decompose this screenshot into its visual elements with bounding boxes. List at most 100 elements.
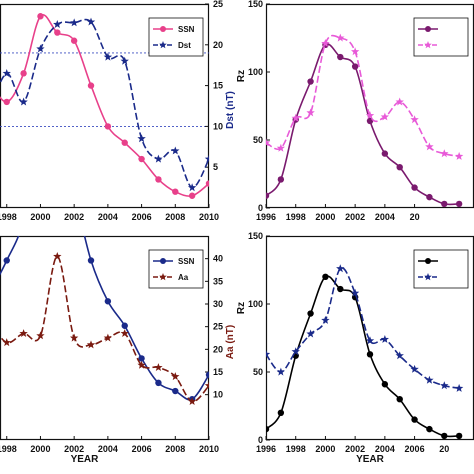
y-right-tick-label: 35 [213,276,223,286]
data-point [351,63,359,70]
y-right-tick-label: 15 [213,367,223,377]
data-point [120,56,129,65]
series-group [266,33,464,208]
data-point [336,264,345,273]
data-point [103,333,113,342]
data-point [103,52,113,61]
data-point [155,176,162,183]
data-point [37,127,43,133]
legend-marker [159,273,167,281]
data-point [172,188,179,195]
x-tick-label: 2000 [315,444,335,454]
plot-frame [0,3,210,209]
data-point [121,322,128,329]
legend-box [148,249,204,289]
x-tick-label: 2004 [98,444,118,454]
data-point [441,200,448,208]
y-axis-label: Rz [236,70,247,82]
data-point [204,381,209,390]
y-tick-label: 100 [248,299,263,309]
data-point [455,383,464,392]
x-tick-label: 2006 [132,212,152,222]
data-point [380,335,389,343]
data-point [87,257,95,264]
data-point [365,336,375,345]
data-point [71,192,77,198]
data-point [411,184,418,191]
x-tick-label: 2000 [30,212,50,222]
legend-marker [159,41,167,49]
data-point [70,18,79,27]
data-point [455,432,463,440]
data-point [337,285,344,293]
data-point [138,355,145,362]
legend-box [413,17,469,57]
x-tick-label: 1998 [0,444,17,454]
x-tick-label: 2000 [30,444,50,454]
x-tick-label: 1998 [286,212,306,222]
y-tick-label: 50 [253,135,263,145]
data-point [395,351,404,360]
data-point [36,44,45,53]
data-point [205,180,209,187]
legend-label: SSN [178,257,195,266]
data-point [276,143,285,152]
data-point [137,360,146,369]
y-tick-label: 0 [258,203,263,213]
x-tick-label: 2008 [165,212,185,222]
legend: SSN Dst [148,17,204,57]
data-point [3,98,10,106]
data-point [426,193,433,201]
data-point [307,78,314,85]
data-point [204,154,209,163]
series-group [0,127,209,405]
legend-box [148,17,204,57]
data-point [381,381,389,388]
data-point [2,338,11,347]
legend-marker [160,258,166,264]
data-point [455,200,463,208]
data-point [351,47,360,56]
x-tick-label: 1996 [256,212,276,222]
legend [413,17,469,57]
x-tick-label: 1998 [0,212,17,222]
legend-label: Dst [178,41,191,50]
data-point [87,82,95,89]
y-right-tick-label: 20 [213,40,223,50]
data-point [321,39,330,47]
data-point [425,375,434,384]
chart-panel-top-left: 1998 2000 2002 2004 2006 2008 2010 5 10 15 20 25 Dst… [0,0,236,222]
y-right-tick-label: 20 [213,344,223,354]
plot-frame [0,235,210,441]
data-point [440,149,449,158]
y-right-tick-label: 25 [213,322,223,332]
data-point [3,257,10,264]
data-point [54,151,60,157]
data-point [455,151,464,160]
data-point [138,155,145,163]
data-point [137,134,146,143]
data-point [188,397,197,405]
y-tick-label: 150 [248,0,263,9]
data-point [411,416,418,423]
data-point [70,333,79,342]
x-tick-label: 2010 [199,212,219,222]
x-tick-label: 20 [410,212,420,222]
y-right-tick-label: 30 [213,299,223,309]
data-point [336,33,345,42]
data-point [171,146,180,155]
data-point [54,29,61,36]
series-group [266,264,464,440]
legend-label: Aa [178,273,189,282]
data-point [172,387,179,395]
data-point [20,70,27,77]
legend-marker [160,26,166,32]
data-point [321,315,330,324]
data-point [53,20,62,28]
series-group [0,13,209,199]
data-point [395,97,404,106]
chart-panel-bottom-right: 1996 1998 2000 2002 2004 2006 20 0 50 100 150 Rz YEA… [236,231,474,465]
x-axis-label: YEAR [71,454,100,465]
data-point [266,425,270,433]
